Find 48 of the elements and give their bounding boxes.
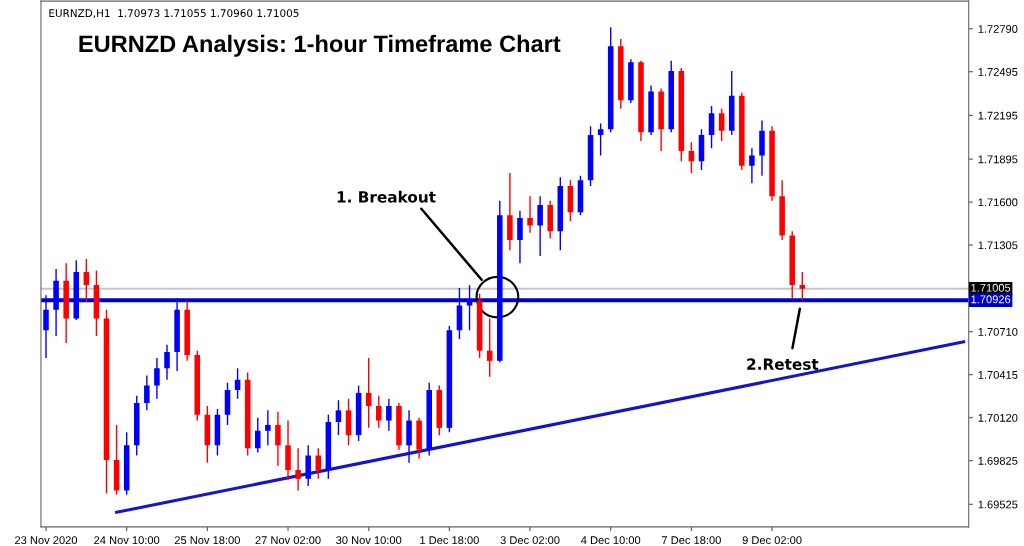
candlestick: [517, 210, 523, 264]
y-tick-label: 1.72495: [978, 68, 1018, 76]
candlestick: [527, 195, 533, 234]
annotation: 2.Retest: [747, 358, 819, 370]
candlestick: [255, 416, 261, 454]
y-tick-label: 1.70710: [978, 327, 1018, 336]
y-tick-label: 1.72790: [978, 25, 1018, 33]
candlestick: [386, 398, 392, 432]
candlestick: [718, 108, 725, 142]
candlestick: [708, 105, 715, 149]
candlestick: [305, 444, 311, 487]
x-tick-label: 1 Dec 18:00: [420, 536, 479, 545]
ref-line-label: 1.71005: [971, 283, 1011, 292]
candlestick: [466, 284, 473, 331]
y-tick-label: 1.72195: [978, 111, 1018, 120]
candlestick: [164, 344, 170, 381]
candlestick: [335, 399, 342, 436]
x-tick-label: 3 Dec 02:00: [500, 536, 560, 545]
candlestick: [43, 294, 49, 359]
candlestick: [537, 195, 543, 257]
y-tick-label: 1.70120: [978, 413, 1018, 422]
x-tick-label: 23 Nov 2020: [15, 536, 78, 545]
candlestick: [265, 409, 271, 447]
text: EURNZD Analysis: 1-hour Timeframe Chart: [79, 34, 561, 57]
candlestick: [275, 411, 281, 467]
candlestick: [295, 447, 301, 492]
x-tick-label: 9 Dec 02:00: [742, 536, 802, 545]
annotation: EURNZD,H1 1.70973 1.71055 1.70960 1.71005: [49, 9, 299, 19]
y-tick-label: 1.70415: [978, 370, 1018, 379]
candlestick: [749, 147, 755, 184]
x-tick-label: 7 Dec 18:00: [662, 536, 721, 545]
candlestick: [376, 395, 382, 429]
ref-line-label: 1.70926: [971, 295, 1011, 304]
candlestick: [597, 122, 604, 157]
y-tick-label: 1.71305: [978, 241, 1018, 250]
y-tick-label: 1.69525: [978, 500, 1018, 509]
candlestick: [154, 357, 160, 400]
x-tick-label: 24 Nov 10:00: [94, 536, 160, 545]
y-tick-label: 1.69825: [978, 456, 1018, 465]
x-tick-label: 25 Nov 18:00: [174, 536, 240, 545]
x-tick-label: 27 Nov 02:00: [255, 536, 321, 545]
candlestick: [799, 271, 806, 301]
x-tick-label: 4 Dec 10:00: [581, 536, 641, 545]
y-tick-label: 1.71895: [978, 155, 1018, 164]
x-tick-label: 30 Nov 10:00: [336, 536, 402, 545]
y-tick-label: 1.71600: [978, 198, 1018, 207]
annotation: 1. Breakout: [337, 190, 436, 203]
candlestick: [144, 374, 150, 412]
